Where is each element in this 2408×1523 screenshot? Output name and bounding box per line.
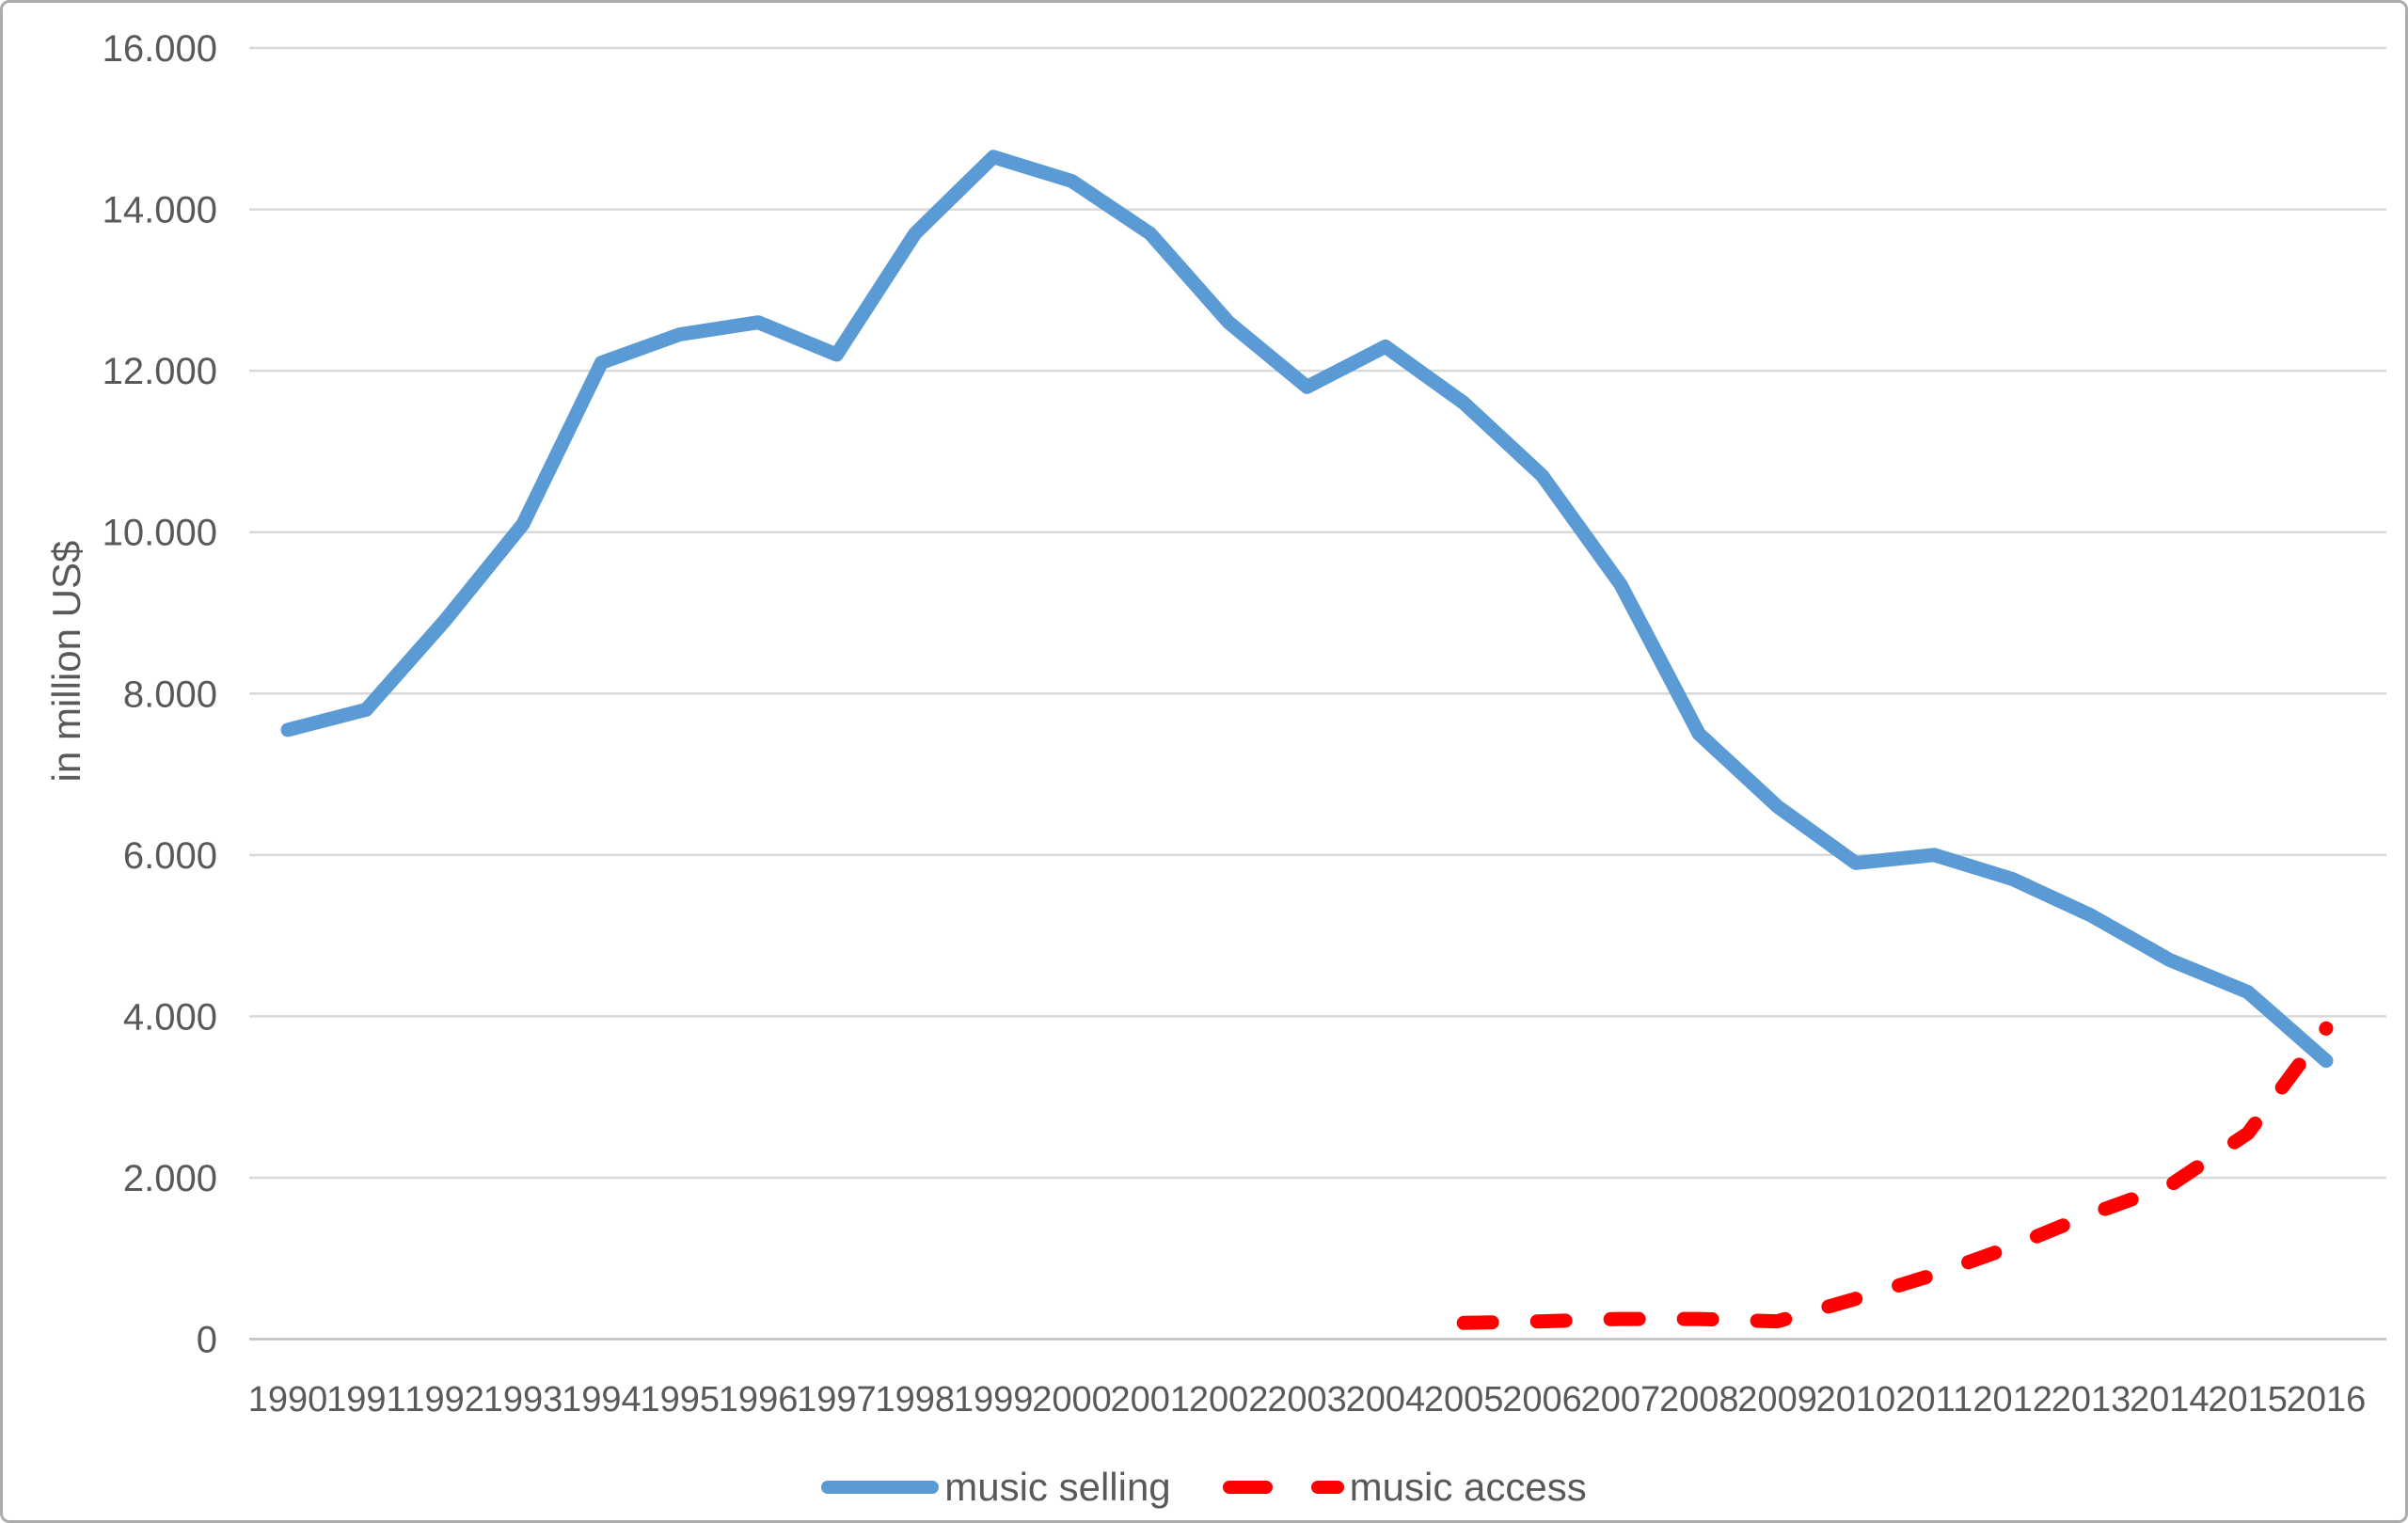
legend-label-music-selling: music selling bbox=[944, 1465, 1171, 1509]
y-tick-label: 6.000 bbox=[123, 835, 217, 877]
music-access-dash-icon bbox=[1222, 1481, 1273, 1494]
x-tick-label: 2014 bbox=[2130, 1380, 2210, 1420]
y-tick-label: 16.000 bbox=[103, 28, 217, 70]
x-tick-label: 1994 bbox=[562, 1380, 642, 1420]
y-tick-label: 2.000 bbox=[123, 1158, 217, 1199]
x-tick-label: 2006 bbox=[1502, 1380, 1582, 1420]
x-tick-label: 2000 bbox=[1032, 1380, 1112, 1420]
y-tick-label: 14.000 bbox=[103, 190, 217, 231]
x-tick-label: 2016 bbox=[2287, 1380, 2367, 1420]
legend-item-music-access: music access bbox=[1222, 1465, 1587, 1509]
x-tick-label: 2011 bbox=[1895, 1380, 1972, 1420]
series-line-music-selling bbox=[280, 150, 2334, 1069]
y-tick-label: 10.000 bbox=[103, 513, 217, 554]
x-tick-label: 1997 bbox=[797, 1380, 877, 1420]
music-selling-line-swatch bbox=[821, 1481, 940, 1494]
x-tick-label: 2012 bbox=[1972, 1380, 2052, 1420]
y-tick-label: 12.000 bbox=[103, 351, 217, 392]
x-tick-label: 2004 bbox=[1346, 1380, 1426, 1420]
x-tick-label: 1998 bbox=[875, 1380, 955, 1420]
x-tick-label: 2001 bbox=[1111, 1380, 1191, 1420]
legend-label-music-access: music access bbox=[1349, 1465, 1587, 1509]
x-tick-label: 1995 bbox=[640, 1380, 720, 1420]
x-tick-label: 2007 bbox=[1581, 1380, 1661, 1420]
x-tick-label: 1993 bbox=[483, 1380, 563, 1420]
x-tick-label: 2015 bbox=[2208, 1380, 2288, 1420]
x-tick-label: 1991 bbox=[326, 1380, 406, 1420]
x-tick-label: 2010 bbox=[1816, 1380, 1896, 1420]
y-axis-title: in million US$ bbox=[44, 540, 88, 783]
x-tick-label: 1999 bbox=[954, 1380, 1034, 1420]
x-tick-label: 2008 bbox=[1659, 1380, 1739, 1420]
y-tick-label: 0 bbox=[197, 1320, 217, 1361]
legend-item-music-selling: music selling bbox=[821, 1465, 1171, 1509]
x-tick-label: 2013 bbox=[2052, 1380, 2131, 1420]
x-tick-label: 2009 bbox=[1737, 1380, 1817, 1420]
x-tick-label: 1990 bbox=[248, 1380, 328, 1420]
chart-legend: music selling music access bbox=[3, 1467, 2405, 1507]
music-access-dash-icon bbox=[1310, 1481, 1344, 1494]
y-tick-label: 4.000 bbox=[123, 996, 217, 1038]
x-tick-label: 1992 bbox=[404, 1380, 484, 1420]
x-tick-label: 2003 bbox=[1267, 1380, 1347, 1420]
music-access-line-swatch bbox=[1222, 1481, 1344, 1494]
x-tick-label: 2002 bbox=[1189, 1380, 1269, 1420]
line-chart-plot: 0 2.000 4.000 6.000 8.000 10.000 12.000 14.000 1… bbox=[103, 28, 2386, 1420]
x-tick-label: 2005 bbox=[1424, 1380, 1504, 1420]
series-line-music-access bbox=[1456, 1021, 2334, 1330]
x-tick-label: 1996 bbox=[719, 1380, 799, 1420]
y-tick-label: 8.000 bbox=[123, 674, 217, 715]
